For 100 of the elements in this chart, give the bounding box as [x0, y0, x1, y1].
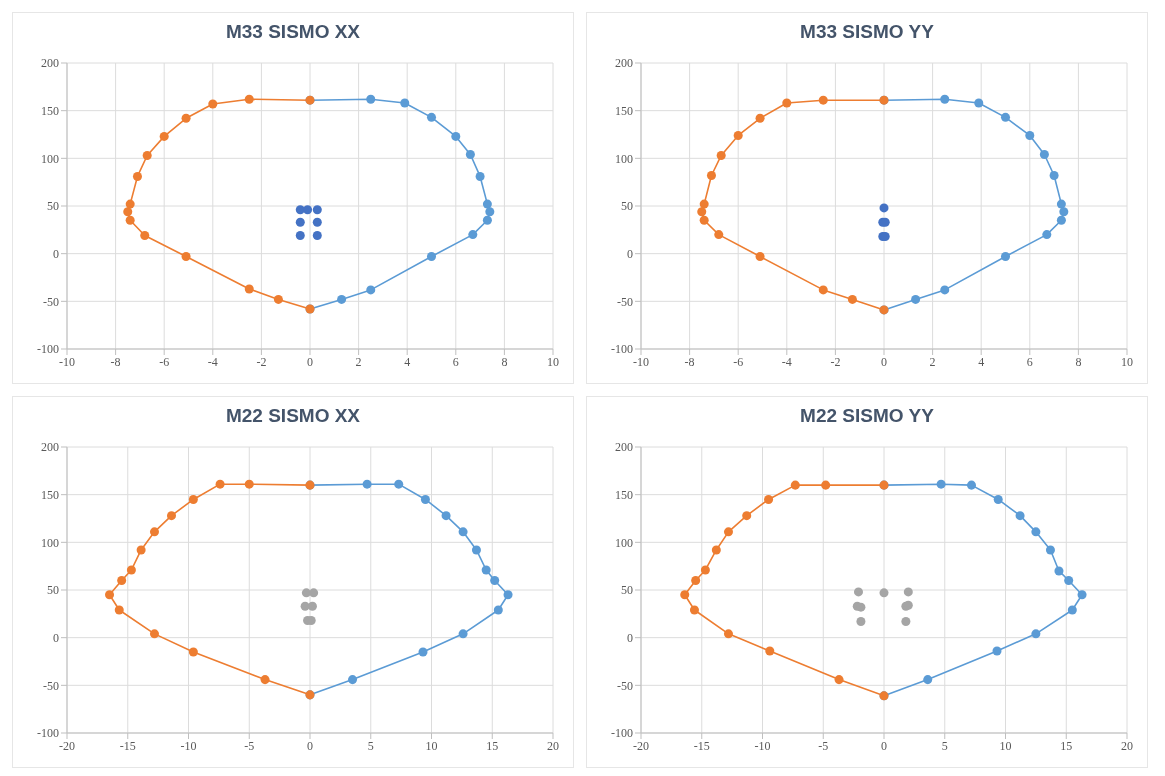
- y-tick-label: -100: [37, 342, 59, 357]
- point: [482, 199, 492, 209]
- point: [244, 284, 254, 294]
- y-tick-label: 200: [41, 440, 59, 455]
- y-tick-label: 0: [53, 246, 59, 261]
- point: [714, 230, 724, 240]
- point: [723, 629, 733, 639]
- y-tick-label: 50: [621, 199, 633, 214]
- y-tick-label: -50: [43, 678, 59, 693]
- point: [1000, 252, 1011, 262]
- point: [181, 113, 191, 123]
- y-tick-label: 50: [47, 583, 59, 598]
- point: [366, 285, 376, 295]
- y-tick-label: 100: [615, 151, 633, 166]
- point: [426, 252, 437, 262]
- point: [465, 150, 475, 160]
- y-tick-label: 50: [47, 199, 59, 214]
- x-tick-label: 8: [501, 354, 508, 369]
- point: [1042, 230, 1052, 240]
- point: [936, 479, 946, 489]
- y-tick-label: 100: [615, 535, 633, 550]
- y-tick-label: 200: [615, 56, 633, 71]
- x-tick-label: -8: [684, 354, 695, 369]
- point: [159, 131, 169, 141]
- point: [482, 215, 492, 225]
- x-tick-label: -8: [110, 354, 121, 369]
- point: [132, 171, 142, 181]
- point: [400, 98, 410, 108]
- x-tick-label: 10: [1121, 354, 1133, 369]
- point: [485, 207, 495, 217]
- point: [188, 647, 198, 657]
- point: [1015, 511, 1025, 521]
- point: [697, 207, 707, 217]
- point: [923, 675, 933, 685]
- point: [105, 590, 115, 600]
- point: [1054, 566, 1064, 576]
- point: [149, 527, 159, 537]
- point: [974, 98, 984, 108]
- x-tick-label: -10: [754, 738, 771, 753]
- point: [475, 171, 485, 181]
- point: [680, 590, 690, 600]
- point: [303, 205, 313, 215]
- point: [418, 647, 428, 657]
- y-tick-label: -50: [617, 294, 633, 309]
- point: [742, 511, 752, 521]
- x-tick-label: -2: [830, 354, 841, 369]
- point: [1056, 215, 1066, 225]
- point: [490, 575, 500, 585]
- x-tick-label: 2: [355, 354, 362, 369]
- point: [901, 616, 911, 626]
- point: [337, 294, 347, 304]
- point: [244, 479, 254, 489]
- y-tick-label: 200: [615, 440, 633, 455]
- point: [879, 203, 889, 213]
- point: [208, 99, 218, 109]
- point: [856, 616, 866, 626]
- point: [123, 207, 133, 217]
- point: [136, 545, 146, 555]
- x-tick-label: -6: [159, 354, 170, 369]
- point: [818, 95, 828, 105]
- point: [1045, 545, 1055, 555]
- point: [790, 480, 800, 490]
- point: [362, 479, 372, 489]
- x-tick-label: -20: [633, 738, 649, 753]
- point: [699, 199, 709, 209]
- y-tick-label: 150: [615, 103, 633, 118]
- point: [295, 217, 305, 227]
- point: [879, 588, 889, 598]
- point: [1039, 150, 1049, 160]
- x-tick-label: -15: [693, 738, 710, 753]
- point: [468, 230, 478, 240]
- x-tick-label: -4: [781, 354, 792, 369]
- y-tick-label: 0: [627, 246, 633, 261]
- x-tick-label: 10: [999, 738, 1012, 753]
- point: [244, 94, 254, 104]
- y-tick-label: 150: [41, 487, 59, 502]
- x-tick-label: 10: [547, 354, 559, 369]
- point: [1059, 207, 1069, 217]
- point: [366, 94, 376, 104]
- point: [503, 590, 513, 600]
- point: [458, 629, 468, 639]
- chart-title: M33 SISMO XX: [224, 20, 362, 44]
- point: [493, 605, 503, 615]
- point: [126, 565, 136, 575]
- x-tick-label: 15: [486, 738, 499, 753]
- point: [700, 565, 710, 575]
- chart-title: M33 SISMO YY: [799, 20, 935, 44]
- y-tick-label: -100: [611, 342, 633, 357]
- point: [312, 217, 322, 227]
- point: [755, 113, 765, 123]
- point: [114, 605, 124, 615]
- y-tick-label: -50: [617, 678, 633, 693]
- point: [699, 215, 709, 225]
- point: [689, 605, 699, 615]
- point: [733, 130, 743, 140]
- point: [441, 511, 451, 521]
- x-tick-label: -5: [244, 738, 255, 753]
- y-tick-label: 200: [41, 56, 59, 71]
- y-tick-label: 100: [41, 151, 59, 166]
- point: [765, 646, 775, 656]
